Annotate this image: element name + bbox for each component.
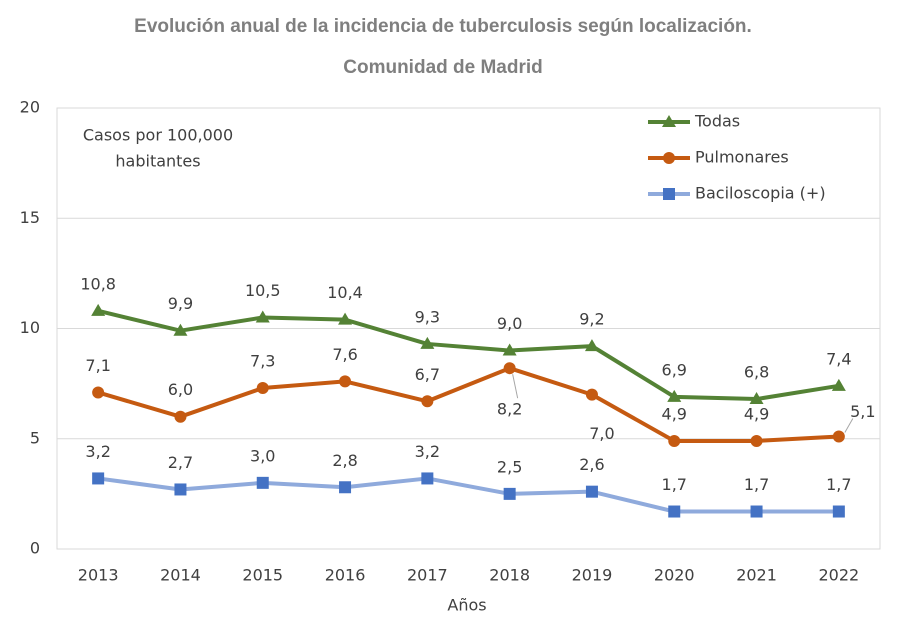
chart-title: Evolución anual de la incidencia de tube… (134, 16, 752, 37)
y-tick-label: 10 (20, 318, 40, 337)
y-tick-label: 0 (30, 539, 40, 558)
marker (663, 188, 675, 200)
x-tick-label: 2016 (325, 566, 366, 585)
marker (339, 481, 352, 494)
marker (585, 388, 598, 401)
annotation: Casos por 100,000 (83, 126, 233, 145)
data-label: 7,3 (250, 352, 275, 371)
legend-label: Baciloscopia (+) (695, 184, 826, 203)
data-label: 5,1 (850, 402, 875, 421)
marker (256, 382, 269, 395)
marker (256, 476, 269, 489)
marker (338, 312, 353, 325)
marker (663, 152, 675, 164)
data-label: 6,9 (662, 360, 687, 379)
leader-line (844, 418, 854, 433)
marker (832, 505, 845, 518)
x-tick-label: 2021 (736, 566, 777, 585)
data-label: 8,2 (497, 400, 522, 419)
data-label: 6,8 (744, 363, 769, 382)
data-label: 10,8 (80, 274, 116, 293)
data-label: 2,6 (579, 455, 604, 474)
data-label: 2,8 (332, 451, 357, 470)
marker (750, 434, 763, 447)
marker (174, 410, 187, 423)
series-line (97, 366, 839, 443)
data-label: 1,7 (744, 475, 769, 494)
x-tick-label: 2019 (572, 566, 613, 585)
marker (255, 310, 270, 323)
marker (421, 395, 434, 408)
marker (421, 472, 434, 485)
x-tick-label: 2020 (654, 566, 695, 585)
series-line (97, 308, 840, 402)
marker (831, 378, 846, 391)
marker (420, 336, 435, 349)
x-tick-label: 2013 (78, 566, 119, 585)
marker (749, 392, 764, 405)
marker (173, 323, 188, 336)
data-label: 10,5 (245, 281, 281, 300)
marker (92, 386, 105, 399)
chart-subtitle: Comunidad de Madrid (343, 57, 543, 78)
marker (339, 375, 352, 388)
data-label: 4,9 (662, 404, 687, 423)
y-tick-label: 5 (30, 428, 40, 447)
x-tick-label: 2015 (242, 566, 283, 585)
data-label: 3,2 (415, 442, 440, 461)
data-label: 9,3 (415, 307, 440, 326)
data-label: 7,0 (589, 424, 614, 443)
x-tick-label: 2022 (818, 566, 859, 585)
series-line (97, 476, 839, 514)
marker (92, 472, 105, 485)
data-label: 2,5 (497, 457, 522, 476)
leader-line (512, 374, 519, 399)
data-label: 1,7 (662, 475, 687, 494)
marker (832, 430, 845, 443)
legend-label: Todas (694, 112, 740, 131)
data-label: 6,0 (168, 380, 193, 399)
marker (668, 505, 681, 518)
x-tick-label: 2018 (489, 566, 530, 585)
marker (662, 115, 676, 127)
x-tick-label: 2017 (407, 566, 448, 585)
marker (585, 485, 598, 498)
data-label: 4,9 (744, 404, 769, 423)
data-label: 10,4 (327, 283, 363, 302)
marker (91, 303, 106, 316)
data-label: 7,1 (85, 356, 110, 375)
marker (503, 362, 516, 375)
x-axis-label: Años (447, 596, 486, 615)
data-label: 3,0 (250, 446, 275, 465)
data-label: 9,2 (579, 310, 604, 329)
data-label: 9,9 (168, 294, 193, 313)
data-label: 7,6 (332, 345, 357, 364)
plot-border (56, 107, 881, 550)
marker (174, 483, 187, 496)
y-tick-label: 20 (20, 98, 40, 117)
y-tick-label: 15 (20, 208, 40, 227)
marker (667, 389, 682, 402)
data-label: 6,7 (415, 365, 440, 384)
data-label: 3,2 (85, 442, 110, 461)
marker (503, 487, 516, 500)
annotation: habitantes (115, 152, 200, 171)
marker (750, 505, 763, 518)
marker (584, 339, 599, 352)
marker (502, 343, 517, 356)
legend-label: Pulmonares (695, 148, 789, 167)
data-label: 7,4 (826, 349, 851, 368)
data-label: 2,7 (168, 453, 193, 472)
data-label: 1,7 (826, 475, 851, 494)
data-label: 9,0 (497, 314, 522, 333)
marker (668, 434, 681, 447)
x-tick-label: 2014 (160, 566, 201, 585)
